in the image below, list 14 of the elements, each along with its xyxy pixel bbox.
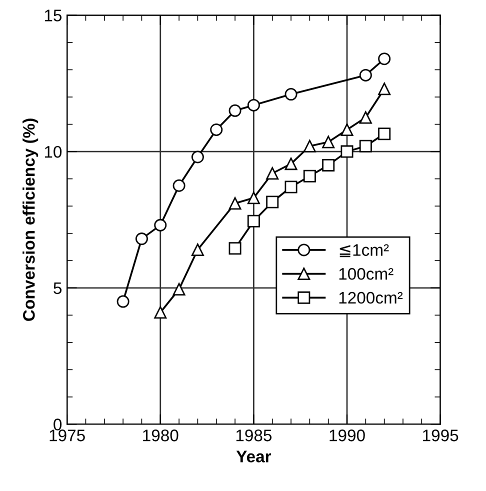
y-tick-label: 0 <box>54 418 62 430</box>
y-tick-label: 10 <box>44 146 62 158</box>
y-axis-title: Conversion efficiency (%) <box>22 118 38 321</box>
x-tick-label: 1975 <box>50 430 85 442</box>
x-axis-title: Year <box>236 450 272 462</box>
x-tick-label: 1990 <box>330 430 365 442</box>
y-tick-label: 5 <box>54 282 62 294</box>
legend-label: ≦1cm² <box>340 244 389 258</box>
x-tick-label: 1980 <box>143 430 178 442</box>
legend-label: 1200cm² <box>339 292 403 304</box>
legend-label: 100cm² <box>339 268 394 280</box>
x-tick-label: 1995 <box>423 430 458 442</box>
y-tick-label: 15 <box>44 10 62 22</box>
x-tick-label: 1985 <box>236 430 272 442</box>
